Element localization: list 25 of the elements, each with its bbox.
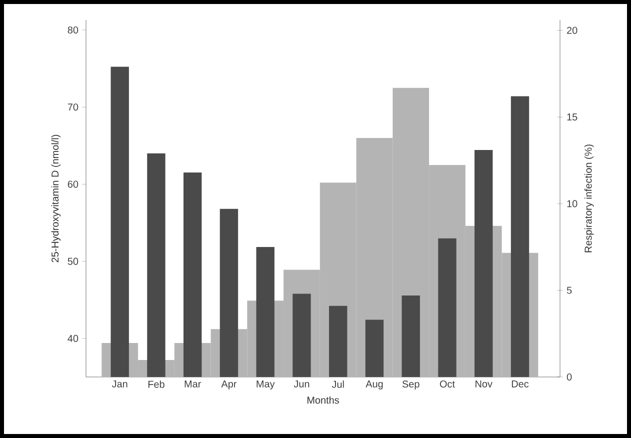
y2-tick-label: 10 <box>567 200 578 208</box>
y2-tick-label: 20 <box>567 26 578 34</box>
x-axis-title: Months <box>307 396 339 404</box>
y-tick-label: 60 <box>68 180 78 188</box>
y-tick-label: 80 <box>68 26 78 34</box>
x-tick-label: Mar <box>184 380 202 388</box>
y2-tick-label: 15 <box>567 114 578 121</box>
x-tick-label: Nov <box>476 380 492 388</box>
y-axis-title: 25-Hydroxyvitamin D (nmol/l) <box>51 134 61 262</box>
x-tick-label: Jan <box>112 380 128 388</box>
x-tick-label: Apr <box>221 380 237 390</box>
x-tick-label: Dec <box>512 380 529 388</box>
y2-tick-label: 0 <box>566 373 572 381</box>
y2-axis-title: Respiratory infection (%) <box>584 144 594 252</box>
x-tick-label: Feb <box>148 380 164 388</box>
x-tick-label: Jul <box>332 380 344 388</box>
y-tick-label: 40 <box>68 334 78 342</box>
x-tick-label: May <box>256 380 275 390</box>
x-tick-label: Aug <box>366 380 383 390</box>
y2-tick-label: 5 <box>566 286 572 294</box>
x-tick-label: Oct <box>440 380 455 388</box>
x-tick-label: Jun <box>294 380 310 388</box>
y-tick-label: 70 <box>68 104 78 111</box>
y-tick-label: 50 <box>68 258 78 265</box>
x-tick-label: Sep <box>402 380 420 390</box>
